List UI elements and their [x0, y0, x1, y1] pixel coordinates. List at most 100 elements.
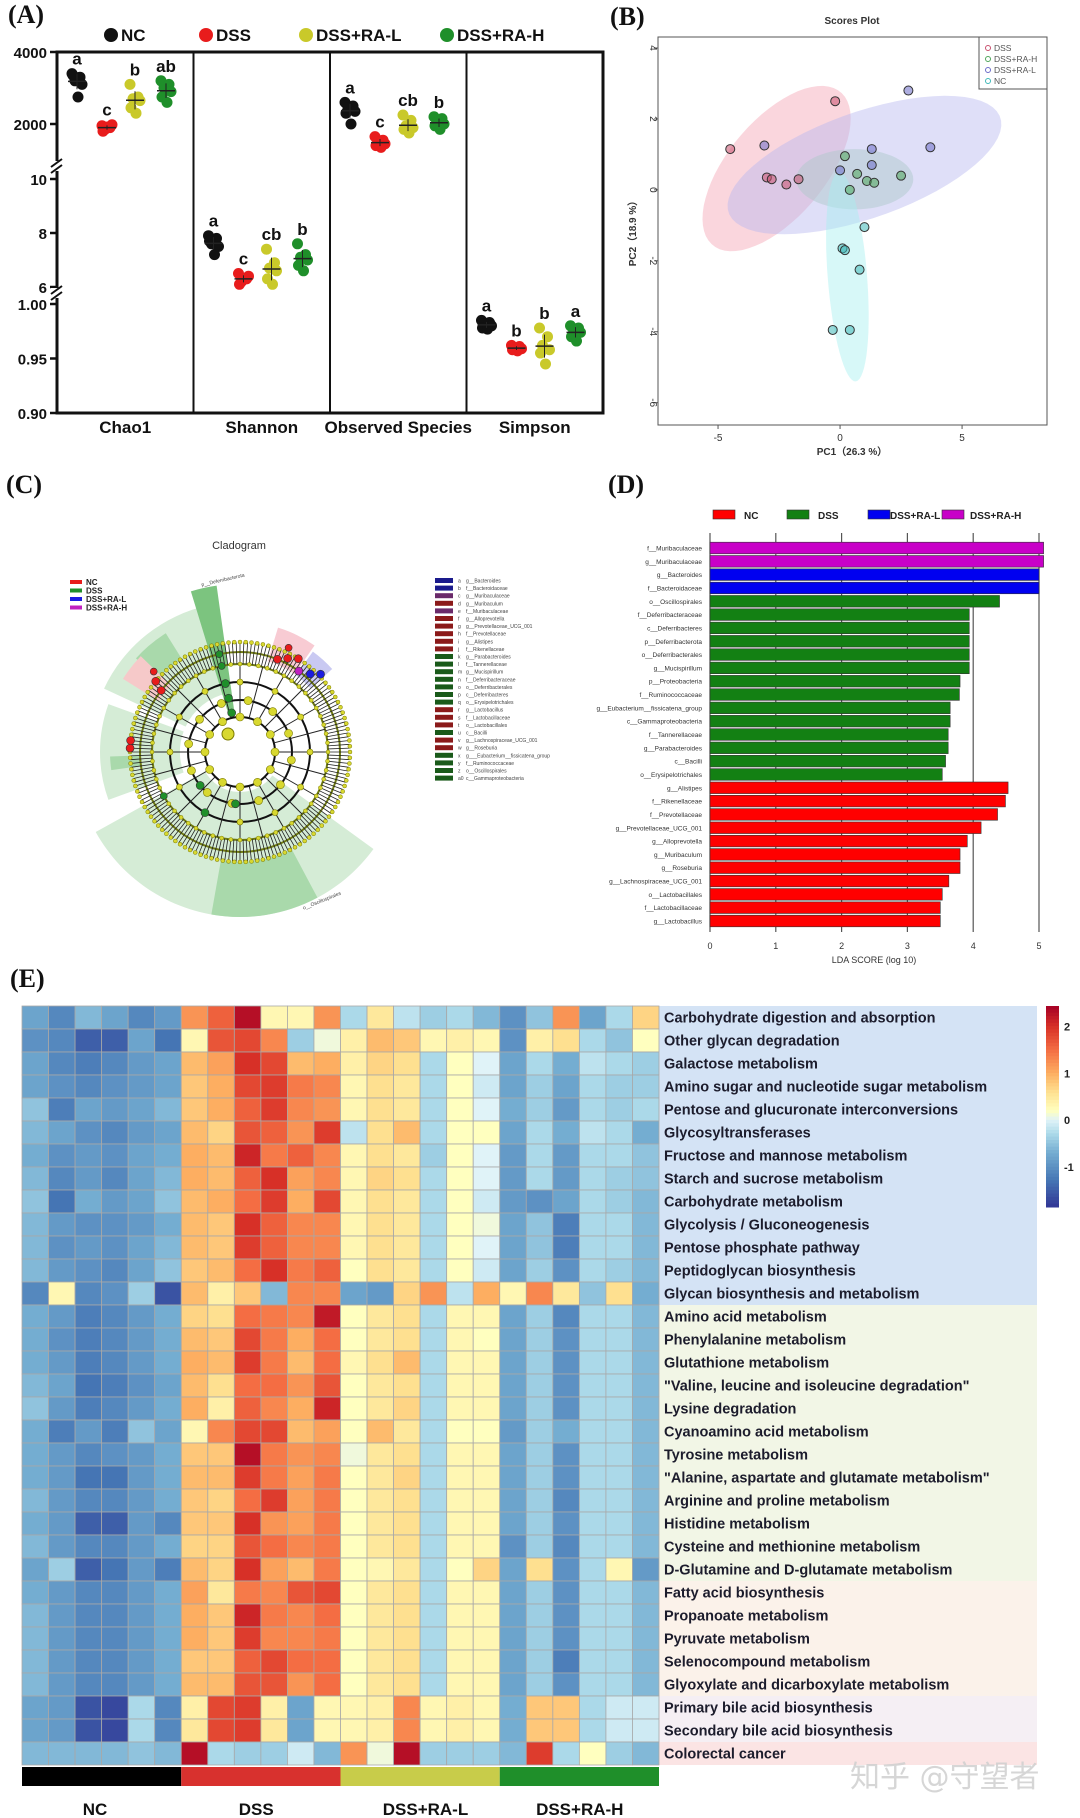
tree-node [135, 789, 140, 794]
heatmap-cell [605, 1511, 633, 1536]
colorbar-segment [1046, 1173, 1059, 1178]
row-band [659, 1719, 1037, 1742]
heatmap-cell [313, 1488, 341, 1513]
heatmap-cell [21, 1672, 49, 1697]
heatmap-cell [632, 1212, 660, 1237]
tree-branch [198, 833, 208, 855]
data-point [72, 91, 84, 103]
tree-node [202, 788, 212, 797]
lda-bar [709, 715, 951, 728]
heatmap-cell [525, 1097, 554, 1122]
tree-branch [132, 769, 155, 776]
heatmap-cell [154, 1051, 182, 1076]
row-band [659, 1213, 1037, 1236]
heatmap-cell [525, 1557, 554, 1582]
heatmap-cell [419, 1143, 448, 1168]
heatmap-cell [180, 1005, 209, 1030]
heatmap-cell [207, 1442, 235, 1467]
column-group-bar [181, 1767, 341, 1786]
heatmap-cell [366, 1695, 394, 1720]
tree-node [237, 661, 243, 667]
y-tick-label: 0 [647, 187, 658, 193]
taxon-swatch [435, 760, 453, 766]
heatmap-cell [154, 1120, 182, 1145]
heatmap-cell [472, 1281, 501, 1306]
chart-title: Scores Plot [824, 16, 880, 27]
legend-marker [299, 28, 313, 42]
row-label: Carbohydrate digestion and absorption [664, 1011, 936, 1027]
score-point [835, 165, 846, 176]
score-point [869, 177, 880, 188]
heatmap-cell [552, 1005, 580, 1030]
heatmap-cell [446, 1166, 474, 1191]
tree-branch [242, 642, 245, 665]
tree-node [342, 715, 347, 721]
heatmap-cell [366, 1097, 394, 1122]
taxon-name: g__Alistipes [466, 639, 493, 645]
bar-label: g__Alloprevotella [652, 839, 702, 846]
heatmap-cell [233, 1074, 262, 1099]
tree-node [228, 837, 234, 842]
heatmap-cell [74, 1534, 103, 1559]
heatmap-cell [101, 1074, 129, 1099]
heatmap-cell [313, 1350, 341, 1375]
heatmap-cell [101, 1304, 129, 1329]
significance-letter: b [511, 321, 521, 340]
score-point [866, 160, 877, 171]
heatmap-cell [74, 1051, 103, 1076]
significance-letter: c [239, 250, 248, 269]
tree-node [318, 713, 323, 719]
heatmap-cell [340, 1649, 368, 1674]
heatmap-cell [340, 1511, 368, 1536]
heatmap-cell [127, 1557, 156, 1582]
heatmap-cell [366, 1442, 394, 1467]
heatmap-cell [366, 1741, 394, 1766]
heatmap-cell [605, 1166, 633, 1191]
heatmap-cell [366, 1212, 394, 1237]
heatmap-cell [499, 1534, 527, 1559]
tree-branch [181, 658, 194, 678]
heatmap-cell [313, 1028, 341, 1053]
heatmap-cell [154, 1741, 182, 1766]
data-point [534, 322, 545, 334]
heatmap-cell [48, 1557, 76, 1582]
heatmap-cell [578, 1212, 607, 1237]
heatmap-cell [207, 1143, 235, 1168]
heatmap-cell [127, 1672, 156, 1697]
heatmap-cell [446, 1235, 474, 1260]
tree-branch [171, 821, 187, 839]
heatmap-cell [419, 1235, 448, 1260]
heatmap-cell [180, 1350, 209, 1375]
tree-node [159, 671, 165, 677]
heatmap-cell [446, 1074, 474, 1099]
y-tick-label: 2000 [14, 117, 47, 134]
significance-letter: cb [398, 91, 418, 110]
biomarker-node [231, 799, 240, 809]
heatmap-cell [578, 1718, 607, 1743]
tree-branch [320, 706, 341, 717]
heatmap-cell [393, 1304, 421, 1329]
heatmap-cell [472, 1695, 501, 1720]
heatmap-cell [207, 1580, 235, 1605]
row-band [659, 1374, 1037, 1397]
heatmap-cell [48, 1327, 76, 1352]
heatmap-cell [287, 1603, 315, 1628]
heatmap-cell [472, 1557, 501, 1582]
tree-branch [231, 642, 235, 665]
tree-branch [228, 642, 232, 665]
heatmap-cell [366, 1488, 394, 1513]
data-point [124, 78, 136, 90]
axis-break-mark [50, 285, 63, 301]
tree-node [315, 827, 321, 833]
heatmap-cell [233, 1143, 262, 1168]
heatmap-cell [499, 1074, 527, 1099]
tree-branch [248, 839, 252, 862]
heatmap-cell [605, 1534, 633, 1559]
heatmap-cell [446, 1212, 474, 1237]
row-band [659, 1397, 1037, 1420]
heatmap-cell [605, 1396, 633, 1421]
heatmap-cell [313, 1304, 341, 1329]
legend-swatch [70, 597, 82, 601]
tree-branch [272, 833, 282, 855]
